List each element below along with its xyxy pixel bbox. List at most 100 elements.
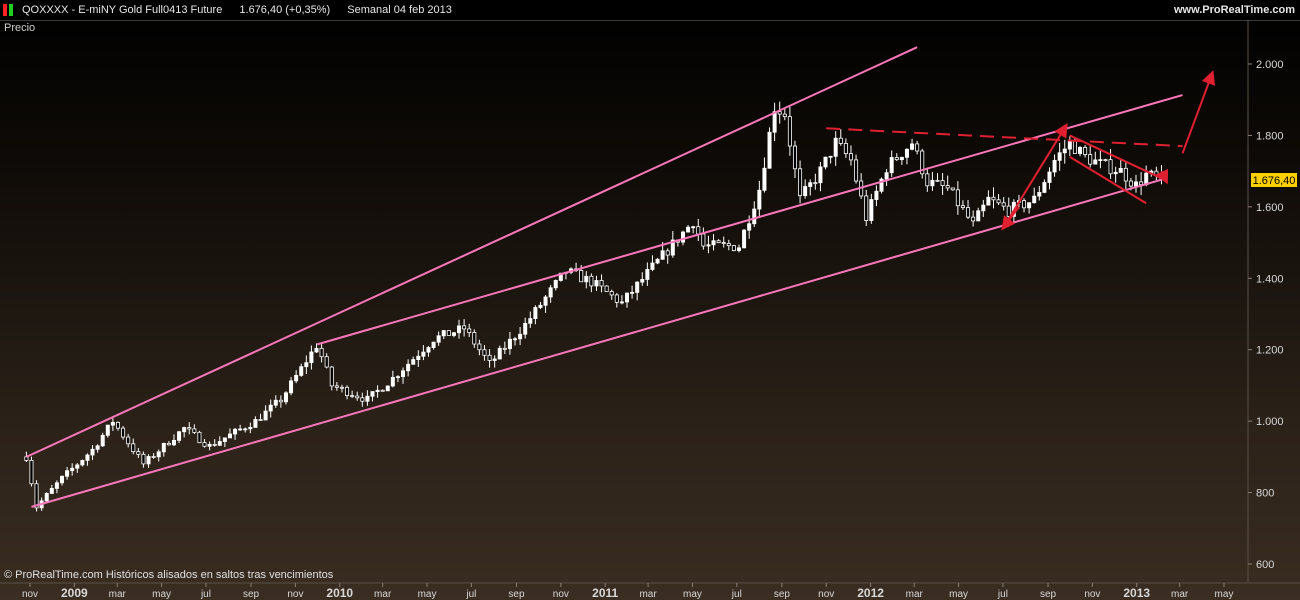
candle-body [711, 240, 716, 246]
x-tick-label: jul [465, 589, 476, 600]
candle-body [833, 137, 838, 157]
candle-body [70, 467, 75, 472]
candle-body [1078, 147, 1083, 154]
x-tick-label: sep [774, 589, 791, 600]
candle-body [792, 145, 797, 170]
x-tick-label: nov [22, 589, 38, 600]
x-axis: nov 2009 mar may jul sep nov 2010 mar may jul sep no… [22, 583, 1233, 600]
arrow-target[interactable] [1181, 70, 1216, 154]
candle-body [177, 431, 182, 441]
candle-body [446, 330, 451, 336]
candle-body [854, 159, 859, 182]
candle-body [1042, 182, 1047, 193]
y-tick-label: 600 [1256, 559, 1274, 571]
candle-body [787, 116, 792, 147]
candle-body [680, 231, 685, 243]
candle-body [950, 187, 955, 191]
price-pane-label: Precio [4, 22, 36, 34]
candle-body [227, 433, 232, 439]
candle-body [696, 226, 701, 235]
candle-body [828, 155, 833, 158]
candle-body [635, 281, 640, 293]
candle-body [823, 156, 828, 168]
candle-body [1062, 148, 1067, 154]
candle-body [523, 322, 528, 335]
candle-body [1037, 192, 1042, 197]
candle-body [263, 410, 268, 421]
x-tick-label: may [418, 589, 437, 600]
candle-body [492, 358, 497, 361]
candle-body [360, 397, 365, 402]
candle-body [258, 419, 263, 421]
candle-body [996, 199, 1001, 204]
upper-channel[interactable] [25, 46, 918, 458]
resistance-dashed[interactable] [826, 127, 1183, 148]
candle-body [146, 456, 151, 465]
candle-body [421, 351, 426, 357]
wedge-lower[interactable] [1069, 156, 1147, 205]
candle-body [798, 168, 803, 197]
candle-body [406, 363, 411, 372]
candle-body [502, 347, 507, 350]
candle-body [171, 439, 176, 446]
candle-body [614, 294, 619, 303]
candle-body [843, 143, 848, 155]
candle-body [238, 428, 243, 431]
lower-channel[interactable] [31, 178, 1162, 508]
x-tick-label: mar [1171, 589, 1189, 600]
candle-body [283, 392, 288, 403]
x-tick-label: nov [1084, 589, 1100, 600]
candle-body [487, 354, 492, 361]
candle-body [222, 437, 227, 442]
candle-body [579, 270, 584, 283]
candle-body [80, 460, 85, 466]
candle-body [105, 424, 110, 436]
candle-body [212, 443, 217, 446]
candle-body [645, 269, 650, 280]
arrow-wedge-exit[interactable] [1155, 168, 1169, 185]
candle-body [365, 395, 370, 402]
candle-body [472, 332, 477, 345]
arrow-down-left[interactable] [1001, 206, 1020, 231]
candle-body [294, 374, 299, 382]
candle-body [1072, 140, 1077, 154]
x-tick-label: mar [374, 589, 392, 600]
x-tick-label: jul [997, 589, 1008, 600]
arrow-up-to-high[interactable] [1002, 123, 1068, 229]
candle-body [650, 262, 655, 270]
candle-body [731, 245, 736, 251]
candle-body [121, 427, 126, 438]
instrument-name: QOXXXX - E-miNY Gold Full0413 Future [22, 4, 223, 16]
candle-body [589, 275, 594, 287]
candle-body [584, 275, 589, 283]
candle-body [273, 399, 278, 406]
candle-body [136, 451, 141, 455]
x-tick-label: 2010 [326, 586, 353, 600]
candle-body [543, 296, 548, 306]
candle-body [818, 166, 823, 184]
candle-body [329, 366, 334, 387]
wedge-upper[interactable] [1069, 134, 1162, 180]
candle-body [115, 421, 120, 429]
candle-body [1108, 159, 1113, 175]
candle-body [110, 421, 115, 426]
x-tick-label: jul [200, 589, 211, 600]
candle-body [940, 180, 945, 187]
candle-body [548, 287, 553, 298]
website-link[interactable]: www.ProRealTime.com [1173, 4, 1295, 16]
upper-channel-2[interactable] [316, 94, 1183, 346]
candle-body [278, 399, 283, 403]
candle-body [1052, 159, 1057, 173]
candle-body [879, 178, 884, 192]
data-source-note: © ProRealTime.com Históricos alisados en… [4, 569, 334, 581]
candle-body [411, 359, 416, 365]
candle-body [848, 153, 853, 161]
x-tick-label: nov [287, 589, 303, 600]
candle-body [416, 355, 421, 360]
candle-body [533, 307, 538, 319]
candle-body [1123, 167, 1128, 182]
candle-body [838, 137, 843, 144]
candle-body [660, 250, 665, 260]
